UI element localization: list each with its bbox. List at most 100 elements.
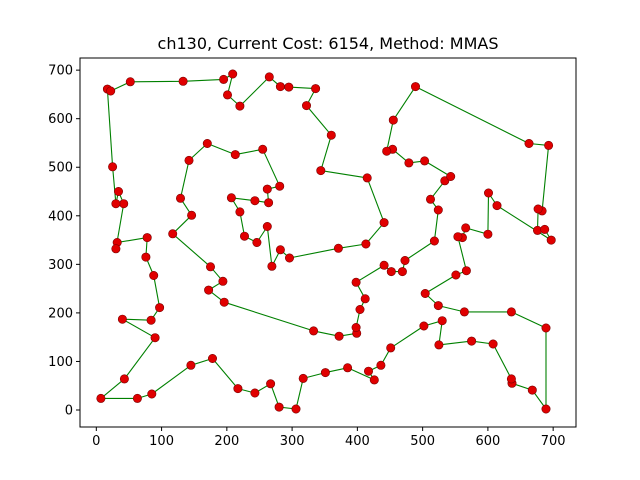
- city-point: [108, 162, 118, 172]
- city-point: [397, 267, 407, 277]
- city-point: [230, 150, 240, 160]
- city-point: [119, 374, 129, 384]
- city-point: [301, 101, 311, 111]
- x-tick-label: 400: [345, 434, 370, 449]
- city-point: [298, 373, 308, 383]
- city-point: [363, 366, 373, 376]
- city-point: [141, 252, 151, 262]
- x-tick-label: 200: [214, 434, 239, 449]
- city-point: [155, 303, 165, 313]
- city-point: [150, 333, 160, 343]
- city-point: [117, 314, 127, 324]
- city-point: [228, 69, 238, 79]
- city-point: [262, 222, 272, 232]
- city-point: [433, 205, 443, 215]
- city-point: [208, 353, 218, 363]
- city-point: [111, 244, 121, 254]
- city-point: [106, 86, 116, 96]
- city-point: [433, 301, 443, 311]
- city-point: [96, 393, 106, 403]
- city-point: [142, 233, 152, 243]
- city-point: [275, 245, 285, 255]
- city-point: [386, 267, 396, 277]
- city-point: [258, 144, 268, 154]
- x-tick-label: 500: [410, 434, 435, 449]
- city-point: [146, 315, 156, 325]
- x-tick-label: 600: [475, 434, 500, 449]
- city-point: [291, 404, 301, 414]
- city-point: [168, 229, 178, 239]
- city-point: [326, 130, 336, 140]
- city-point: [533, 204, 543, 214]
- y-tick-label: 100: [48, 355, 73, 370]
- city-point: [546, 235, 556, 245]
- city-point: [379, 218, 389, 228]
- city-point: [343, 363, 353, 373]
- city-point: [223, 90, 233, 100]
- city-point: [316, 166, 326, 176]
- city-point: [540, 224, 550, 234]
- city-point: [125, 77, 135, 87]
- city-point: [386, 343, 396, 353]
- city-point: [333, 243, 343, 253]
- city-point: [184, 155, 194, 165]
- city-point: [219, 297, 229, 307]
- city-point: [266, 379, 276, 389]
- city-point: [262, 184, 272, 194]
- city-point: [527, 385, 537, 395]
- city-point: [404, 158, 414, 168]
- city-point: [400, 255, 410, 265]
- city-point: [226, 193, 236, 203]
- city-point: [284, 253, 294, 263]
- city-point: [111, 199, 121, 209]
- city-point: [420, 156, 430, 166]
- city-point: [264, 198, 274, 208]
- city-point: [264, 72, 274, 82]
- city-point: [186, 360, 196, 370]
- city-point: [420, 288, 430, 298]
- chart-title: ch130, Current Cost: 6154, Method: MMAS: [158, 34, 499, 53]
- city-point: [334, 331, 344, 341]
- city-point: [132, 393, 142, 403]
- city-point: [176, 193, 186, 203]
- city-point: [541, 323, 551, 333]
- city-point: [360, 294, 370, 304]
- city-point: [410, 82, 420, 92]
- city-point: [453, 232, 463, 242]
- city-point: [311, 84, 321, 94]
- city-point: [218, 276, 228, 286]
- city-point: [459, 307, 469, 317]
- city-point: [369, 375, 379, 385]
- city-point: [320, 368, 330, 378]
- city-point: [206, 262, 216, 272]
- city-point: [429, 236, 439, 246]
- city-point: [267, 261, 277, 271]
- city-point: [250, 388, 260, 398]
- city-point: [461, 223, 471, 233]
- city-point: [506, 307, 516, 317]
- city-point: [437, 316, 447, 326]
- y-tick-label: 300: [48, 258, 73, 273]
- city-point: [351, 322, 361, 332]
- city-point: [361, 239, 371, 249]
- city-point: [114, 187, 124, 197]
- city-point: [434, 340, 444, 350]
- city-point: [362, 173, 372, 183]
- city-point: [506, 374, 516, 384]
- city-point: [425, 194, 435, 204]
- city-point: [379, 260, 389, 270]
- y-tick-label: 700: [48, 64, 73, 79]
- city-point: [351, 277, 361, 287]
- city-point: [524, 139, 534, 149]
- city-point: [451, 270, 461, 280]
- city-point: [275, 82, 285, 92]
- city-point: [488, 339, 498, 349]
- city-point: [178, 76, 188, 86]
- city-point: [252, 238, 262, 248]
- plot-area: [79, 57, 577, 428]
- city-point: [119, 199, 129, 209]
- city-point: [461, 266, 471, 276]
- city-point: [284, 82, 294, 92]
- city-point: [250, 196, 260, 206]
- city-point: [419, 321, 429, 331]
